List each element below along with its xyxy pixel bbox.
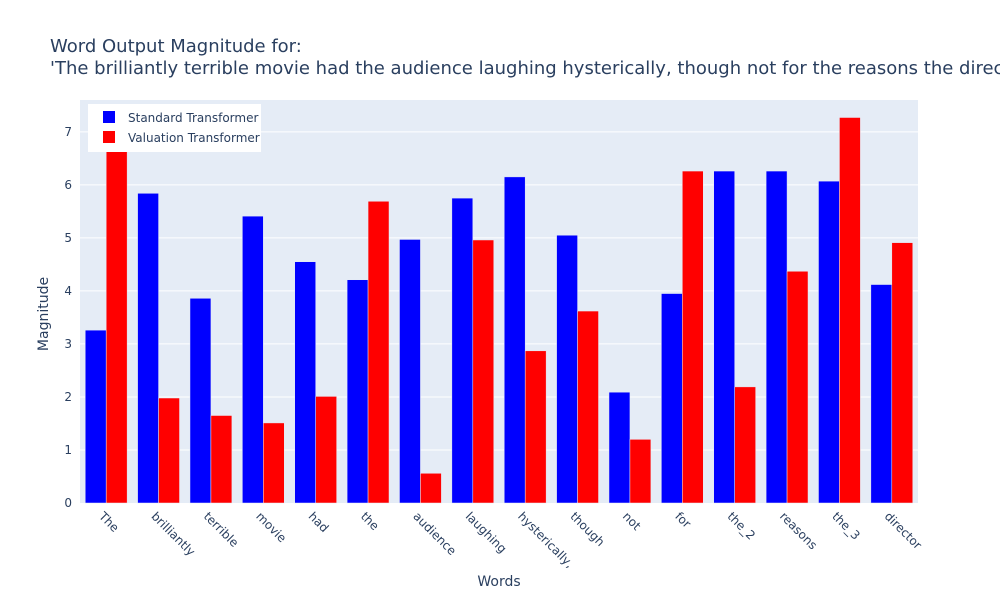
bar-standard[interactable] — [503, 176, 526, 504]
x-tick-label: audience — [410, 509, 459, 558]
legend-label-valuation: Valuation Transformer — [128, 131, 260, 145]
x-tick-label: not — [620, 509, 644, 533]
bar-standard[interactable] — [294, 261, 316, 504]
y-tick-label: 3 — [64, 337, 72, 351]
bar-valuation[interactable] — [682, 170, 704, 504]
legend-item-standard[interactable]: Standard Transformer — [103, 111, 258, 125]
bar-valuation[interactable] — [472, 239, 495, 504]
x-tick-label: brilliantly — [148, 509, 197, 558]
bar-valuation[interactable] — [158, 397, 180, 504]
legend-swatch-standard — [103, 111, 115, 123]
bar-valuation[interactable] — [105, 148, 128, 504]
bar-standard[interactable] — [137, 193, 159, 504]
bar-standard[interactable] — [242, 215, 264, 504]
bar-valuation[interactable] — [629, 439, 652, 504]
bar-valuation[interactable] — [367, 201, 390, 504]
bar-standard[interactable] — [399, 239, 421, 504]
x-tick-label: director — [882, 509, 925, 552]
bar-valuation[interactable] — [263, 422, 285, 504]
y-tick-label: 0 — [64, 496, 72, 510]
bar-valuation[interactable] — [315, 396, 337, 504]
x-tick-label: terrible — [201, 509, 242, 550]
x-tick-label: the — [358, 509, 382, 533]
bar-valuation[interactable] — [577, 310, 599, 504]
x-tick-label: though — [567, 509, 607, 549]
chart-title-line2: 'The brilliantly terrible movie had the … — [50, 58, 1000, 79]
bar-valuation[interactable] — [786, 271, 809, 504]
x-tick-label: for — [672, 509, 694, 531]
bar-valuation[interactable] — [734, 386, 756, 504]
legend-label-standard: Standard Transformer — [128, 111, 258, 125]
bar-standard[interactable] — [451, 197, 474, 504]
y-tick-label: 4 — [64, 284, 72, 298]
x-tick-label: laughing — [463, 509, 510, 556]
y-axis-ticks: 0 1 2 3 4 5 6 7 — [64, 125, 72, 510]
bar-standard[interactable] — [556, 234, 578, 504]
bar-valuation[interactable] — [210, 415, 233, 504]
legend-box — [88, 104, 261, 152]
bar-standard[interactable] — [713, 170, 735, 504]
bar-valuation[interactable] — [839, 117, 861, 504]
x-tick-label: had — [306, 509, 332, 535]
y-tick-label: 1 — [64, 443, 72, 457]
bar-standard[interactable] — [661, 293, 683, 504]
legend-item-valuation[interactable]: Valuation Transformer — [103, 131, 260, 145]
bar-standard[interactable] — [870, 284, 893, 504]
bar-valuation[interactable] — [891, 242, 914, 504]
bar-valuation[interactable] — [524, 350, 547, 504]
legend-swatch-valuation — [103, 131, 115, 143]
y-tick-label: 7 — [64, 125, 72, 139]
bar-standard[interactable] — [189, 298, 212, 504]
bar-standard[interactable] — [765, 170, 788, 504]
bar-standard[interactable] — [84, 329, 107, 504]
x-tick-label: reasons — [777, 509, 820, 552]
bar-valuation[interactable] — [420, 473, 442, 504]
bar-standard[interactable] — [608, 391, 631, 504]
x-tick-label: the_3 — [829, 509, 862, 542]
y-axis-title: Magnitude — [36, 277, 52, 351]
x-axis-title: Words — [477, 574, 520, 590]
bars — [84, 117, 914, 504]
y-tick-label: 2 — [64, 390, 72, 404]
x-tick-label: the_2 — [725, 509, 758, 542]
x-tick-label: movie — [253, 509, 289, 545]
bar-standard[interactable] — [346, 279, 369, 504]
legend[interactable]: Standard Transformer Valuation Transform… — [88, 104, 261, 152]
y-tick-label: 6 — [64, 178, 72, 192]
bar-standard[interactable] — [818, 180, 840, 504]
chart-title-line1: Word Output Magnitude for: — [50, 36, 302, 57]
y-tick-label: 5 — [64, 231, 72, 245]
x-tick-label: The — [95, 509, 121, 535]
x-axis-ticks: The brilliantly terrible movie had the audienc… — [95, 509, 924, 571]
